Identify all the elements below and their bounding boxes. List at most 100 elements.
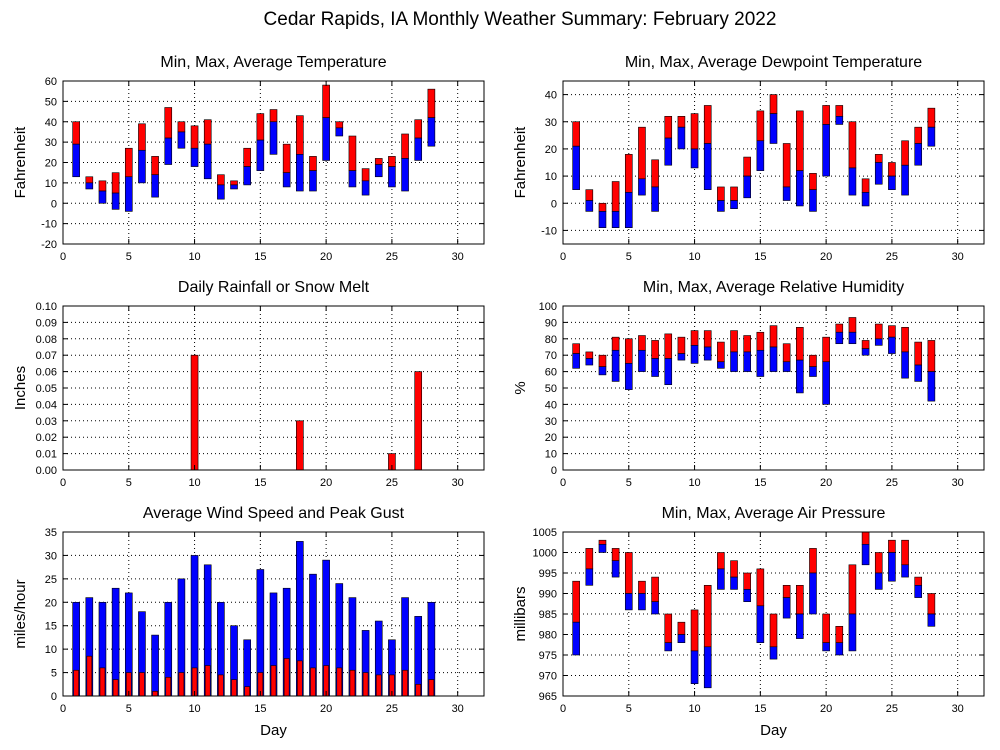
dewpoint-bar-lower-day-27 (914, 143, 923, 166)
pressure-bar-lower-day-24 (874, 572, 883, 590)
humidity-bar-upper-day-21 (835, 323, 844, 333)
wind-ytick-label: 15 (45, 621, 57, 633)
temperature-xtick-label: 15 (254, 251, 266, 263)
dewpoint-plot-frame (562, 80, 985, 245)
dewpoint-bar-upper-day-7 (651, 159, 659, 188)
humidity-bar-upper-day-27 (914, 341, 923, 366)
humidity-bar-lower-day-7 (651, 358, 659, 377)
rainfall-ytick-label: 0.03 (36, 416, 57, 428)
pressure-bar-lower-day-6 (638, 593, 646, 611)
wind-xtick-label: 20 (320, 703, 332, 715)
temperature-bar-lower-day-15 (256, 139, 265, 171)
temperature-bar-upper-day-15 (256, 113, 265, 141)
humidity-ytick-label: 90 (545, 317, 557, 329)
humidity-xtick-label: 25 (886, 477, 898, 489)
temperature-bar-upper-day-9 (177, 121, 186, 133)
dewpoint-xtick-label: 20 (820, 251, 832, 263)
wind-ytick-label: 25 (45, 574, 57, 586)
temperature-bar-lower-day-21 (335, 127, 344, 137)
pressure-bar-upper-day-10 (690, 609, 699, 652)
humidity-xtick-label: 10 (688, 477, 700, 489)
pressure-bar-lower-day-13 (730, 576, 738, 590)
wind-bar-avg-day-2 (86, 655, 93, 697)
humidity-bar-upper-day-11 (703, 330, 712, 348)
humidity-bar-lower-day-22 (848, 331, 857, 345)
humidity-bar-lower-day-2 (585, 358, 594, 366)
dewpoint-xtick-label: 25 (886, 251, 898, 263)
humidity-bar-lower-day-19 (809, 366, 817, 377)
pressure-ytick-label: 990 (539, 589, 557, 601)
pressure-bar-lower-day-9 (677, 634, 686, 643)
temperature-bar-lower-day-16 (269, 121, 278, 155)
temperature-bar-upper-day-17 (282, 143, 291, 173)
temperature-bar-lower-day-17 (282, 172, 291, 188)
pressure-bar-lower-day-5 (624, 593, 633, 611)
dewpoint-xtick-label: 30 (952, 251, 964, 263)
pressure-bar-upper-day-15 (756, 568, 765, 607)
wind-ytick-label: 20 (45, 597, 57, 609)
wind-bar-avg-day-6 (139, 672, 145, 697)
rainfall-ytick-label: 0.08 (36, 334, 57, 346)
dewpoint-bar-lower-day-19 (809, 189, 817, 212)
humidity-bar-lower-day-27 (914, 364, 923, 382)
temperature-bar-lower-day-28 (427, 117, 436, 147)
wind-bar-avg-day-28 (428, 679, 435, 697)
dewpoint-bar-lower-day-17 (782, 186, 791, 201)
temperature-bar-upper-day-11 (203, 119, 212, 145)
dewpoint-bar-upper-day-10 (690, 113, 699, 150)
pressure-bar-lower-day-17 (782, 597, 791, 619)
temperature-bar-upper-day-23 (361, 168, 370, 182)
temperature-bar-upper-day-24 (374, 158, 383, 165)
pressure-bar-upper-day-7 (651, 576, 659, 602)
dewpoint-bar-upper-day-4 (611, 181, 620, 212)
pressure-bar-lower-day-18 (796, 613, 804, 639)
humidity-bar-upper-day-16 (769, 325, 778, 348)
humidity-bar-lower-day-18 (796, 359, 804, 394)
pressure-bar-upper-day-5 (624, 552, 633, 594)
wind-bar-gust-day-7 (151, 634, 159, 697)
humidity-bar-lower-day-25 (888, 336, 896, 354)
dewpoint-bar-upper-day-9 (677, 116, 686, 128)
wind-bar-avg-day-22 (349, 669, 356, 697)
humidity-bar-lower-day-26 (901, 351, 909, 379)
temperature-ylabel: Fahrenheit (12, 126, 29, 199)
dewpoint-bar-upper-day-2 (585, 189, 594, 201)
humidity-bar-lower-day-15 (756, 349, 765, 377)
humidity-bar-upper-day-22 (848, 317, 857, 333)
temperature-bar-upper-day-26 (401, 133, 409, 159)
dewpoint-bar-upper-day-13 (730, 186, 738, 201)
wind-bar-avg-day-13 (231, 679, 237, 697)
pressure-ytick-label: 995 (539, 568, 557, 580)
figure-title: Cedar Rapids, IA Monthly Weather Summary… (264, 9, 777, 30)
dewpoint-bar-upper-day-24 (874, 154, 883, 163)
dewpoint-bar-lower-day-9 (677, 126, 686, 150)
dewpoint-bar-lower-day-15 (756, 140, 765, 171)
wind-bar-avg-day-4 (112, 679, 119, 697)
pressure-bar-upper-day-2 (585, 548, 594, 570)
rainfall-panel: Daily Rainfall or Snow Melt 0.00 0.01 0.02 0… (12, 279, 485, 489)
pressure-bar-lower-day-2 (585, 568, 594, 586)
humidity-bar-upper-day-4 (611, 336, 620, 351)
humidity-bar-lower-day-28 (927, 371, 936, 402)
temperature-ytick-label: 0 (51, 198, 57, 210)
dewpoint-bar-upper-day-15 (756, 110, 765, 142)
pressure-bar-lower-day-28 (927, 613, 936, 627)
dewpoint-bar-lower-day-1 (572, 145, 580, 190)
dewpoint-ytick-label: 10 (545, 171, 557, 183)
humidity-xtick-label: 0 (560, 477, 566, 489)
humidity-xtick-label: 30 (952, 477, 964, 489)
pressure-bar-lower-day-1 (572, 621, 580, 656)
dewpoint-bar-lower-day-2 (585, 200, 594, 212)
temperature-bar-upper-day-28 (427, 88, 436, 118)
humidity-bar-upper-day-5 (624, 338, 633, 364)
pressure-xtick-label: 20 (820, 703, 832, 715)
pressure-bar-lower-day-11 (703, 646, 712, 689)
pressure-ylabel: millibars (512, 586, 529, 641)
temperature-bar-upper-day-14 (243, 147, 251, 167)
dewpoint-ytick-label: 0 (551, 198, 557, 210)
humidity-bar-lower-day-6 (638, 349, 646, 372)
humidity-ytick-label: 60 (545, 367, 557, 379)
pressure-bar-lower-day-3 (598, 543, 607, 553)
temperature-title: Min, Max, Average Temperature (160, 54, 386, 71)
temperature-bar-lower-day-18 (296, 154, 304, 192)
